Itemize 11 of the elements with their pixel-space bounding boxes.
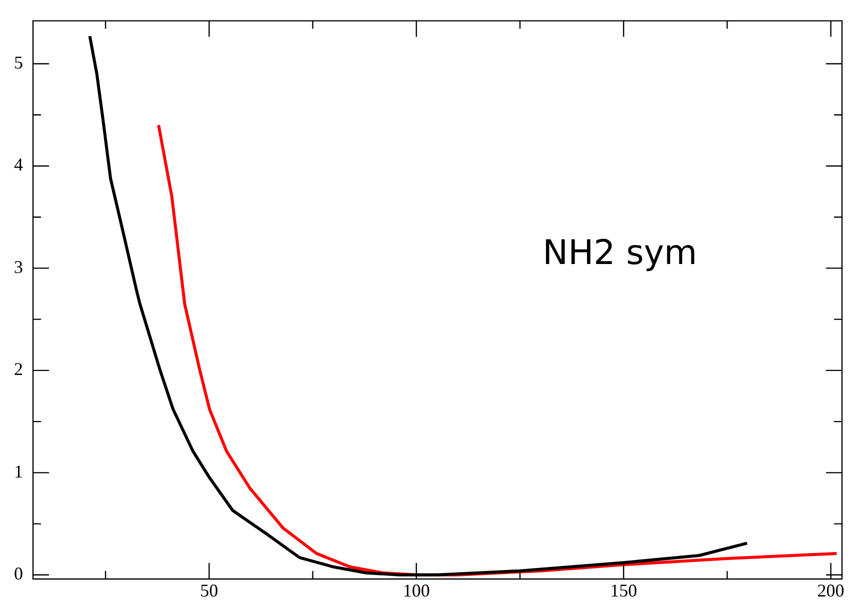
y-tick-label: 5 <box>14 52 23 72</box>
x-tick-label: 50 <box>200 580 218 601</box>
y-tick-label: 2 <box>14 359 23 380</box>
y-tick-label: 0 <box>14 564 23 584</box>
x-tick-label: 200 <box>817 580 844 601</box>
annotation: NH2 sym <box>542 233 698 274</box>
y-tick-label: 4 <box>14 154 23 175</box>
x-tick-label: 100 <box>402 580 430 601</box>
y-tick-label: 1 <box>14 461 23 482</box>
x-tick-label: 150 <box>610 580 638 601</box>
y-tick-label: 3 <box>14 256 23 277</box>
